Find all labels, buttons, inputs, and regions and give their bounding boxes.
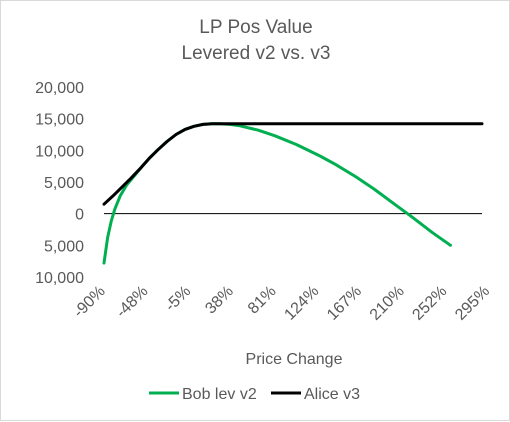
y-tick-label: 15,000 [35, 112, 84, 129]
chart-title: LP Pos Value [199, 17, 312, 38]
y-tick-label: 20,000 [35, 80, 84, 97]
y-tick-label: 5,000 [44, 175, 84, 192]
x-axis-title: Price Change [246, 351, 343, 368]
y-tick-label: 0 [75, 207, 84, 224]
series-line-bob-lev-v2 [102, 122, 452, 265]
y-tick-label: 10,000 [35, 143, 84, 160]
x-tick-label: 124% [281, 283, 322, 324]
x-tick-label: 295% [452, 283, 493, 324]
legend-label: Bob lev v2 [182, 386, 257, 403]
x-tick-label: -48% [113, 283, 151, 321]
x-tick-label: -5% [162, 283, 194, 315]
y-tick-label: 10,000 [35, 270, 84, 287]
series-line-alice-v3 [102, 122, 484, 206]
x-axis-tick-labels: -90% -48% -5% 38% 81% 124% 167% 210% 252% 295% [70, 283, 493, 324]
x-tick-label: 210% [367, 283, 408, 324]
x-tick-label: 167% [324, 283, 365, 324]
legend-label: Alice v3 [304, 386, 360, 403]
series-lines [102, 122, 484, 265]
x-tick-label: 38% [202, 283, 237, 318]
x-tick-label: 81% [245, 283, 280, 318]
x-tick-label: 252% [409, 283, 450, 324]
chart-subtitle: Levered v2 vs. v3 [182, 43, 331, 64]
y-axis-tick-labels: 20,000 15,000 10,000 5,000 0 5,000 10,000 [35, 80, 84, 287]
x-tick-label: -90% [70, 283, 108, 321]
legend: Bob lev v2 Alice v3 [149, 386, 360, 403]
y-tick-label: 5,000 [44, 238, 84, 255]
